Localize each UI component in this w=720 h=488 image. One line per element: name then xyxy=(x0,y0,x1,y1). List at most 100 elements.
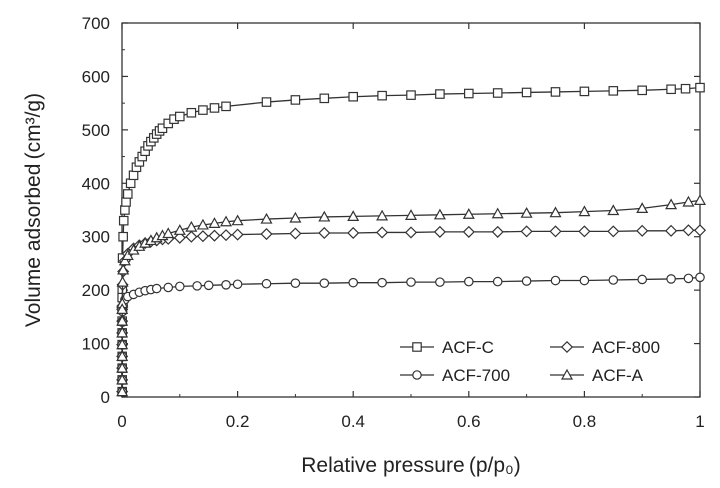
legend-label: ACF-A xyxy=(592,366,644,385)
legend-item-acf-800: ACF-800 xyxy=(550,338,660,357)
data-point-acf-a xyxy=(116,338,129,350)
y-tick-label: 100 xyxy=(82,335,110,354)
data-point-acf-c xyxy=(666,84,676,95)
data-point-acf-700 xyxy=(579,275,590,286)
legend-marker-acf-800 xyxy=(560,340,574,354)
data-point-acf-800 xyxy=(665,224,678,237)
data-point-acf-c xyxy=(128,170,139,181)
data-point-acf-700 xyxy=(637,274,647,285)
data-point-acf-a xyxy=(693,194,707,205)
data-point-acf-800 xyxy=(636,224,649,237)
data-point-acf-700 xyxy=(192,281,202,291)
data-point-acf-800 xyxy=(347,226,360,240)
data-point-acf-c xyxy=(118,231,128,242)
data-point-acf-a xyxy=(289,211,302,223)
data-point-acf-800 xyxy=(520,225,533,238)
data-point-acf-800 xyxy=(219,229,233,242)
data-point-acf-a xyxy=(260,212,273,224)
data-point-acf-a xyxy=(185,220,198,232)
data-point-acf-700 xyxy=(290,278,301,288)
data-point-acf-800 xyxy=(231,228,244,241)
data-point-acf-c xyxy=(121,197,131,207)
y-tick-label: 200 xyxy=(82,281,110,300)
data-point-acf-a xyxy=(607,204,620,216)
data-point-acf-a xyxy=(491,207,504,219)
y-tick-label: 700 xyxy=(82,14,110,33)
legend-label: ACF-800 xyxy=(592,338,660,357)
data-point-acf-a xyxy=(116,350,129,361)
data-point-acf-a xyxy=(462,208,475,219)
data-point-acf-c xyxy=(186,107,197,118)
data-point-acf-800 xyxy=(260,227,273,241)
data-point-acf-a xyxy=(116,385,129,397)
data-point-acf-c xyxy=(521,87,532,98)
legend-item-acf-a: ACF-A xyxy=(550,366,644,385)
data-point-acf-800 xyxy=(318,226,331,240)
data-point-acf-a xyxy=(118,254,131,266)
data-point-acf-a xyxy=(117,263,130,275)
data-point-acf-c xyxy=(348,91,358,102)
data-point-acf-700 xyxy=(221,279,231,290)
data-point-acf-a xyxy=(231,214,244,226)
data-point-acf-700 xyxy=(151,283,162,294)
data-point-acf-800 xyxy=(693,224,707,237)
series-acf-a xyxy=(116,194,707,398)
legend: ACF-C ACF-800 ACF-700 ACF-A xyxy=(400,338,660,385)
data-point-acf-a xyxy=(173,224,186,235)
data-point-acf-700 xyxy=(319,278,330,288)
data-point-acf-a xyxy=(549,206,562,218)
data-point-acf-a xyxy=(520,206,533,218)
y-tick-label: 600 xyxy=(82,67,110,86)
data-point-acf-700 xyxy=(163,282,174,293)
data-point-acf-c xyxy=(377,90,387,101)
data-point-acf-c xyxy=(695,82,705,93)
data-point-acf-a xyxy=(404,209,418,220)
data-point-acf-700 xyxy=(377,277,387,288)
data-point-acf-a xyxy=(318,210,331,222)
data-point-acf-a xyxy=(578,205,591,217)
legend-marker-acf-c xyxy=(412,342,422,352)
data-point-acf-c xyxy=(261,97,272,107)
data-point-acf-c xyxy=(492,88,503,98)
y-tick-label: 500 xyxy=(82,121,110,140)
data-point-acf-700 xyxy=(463,276,474,287)
legend-item-acf-c: ACF-C xyxy=(400,338,494,357)
data-point-acf-c xyxy=(221,101,231,112)
data-point-acf-800 xyxy=(208,229,221,242)
data-point-acf-c xyxy=(579,86,590,97)
data-point-acf-c xyxy=(608,86,619,96)
data-point-acf-a xyxy=(116,361,129,373)
data-point-acf-800 xyxy=(549,225,562,238)
data-point-acf-800 xyxy=(578,225,591,238)
data-point-acf-700 xyxy=(666,274,676,284)
data-point-acf-800 xyxy=(185,230,198,243)
data-point-acf-c xyxy=(125,178,136,189)
data-point-acf-700 xyxy=(683,273,694,284)
legend-marker-acf-700 xyxy=(412,370,422,380)
y-tick-label: 0 xyxy=(101,388,110,407)
data-point-acf-700 xyxy=(175,281,185,292)
data-point-acf-c xyxy=(209,103,220,113)
data-point-acf-c xyxy=(550,87,561,97)
x-tick-label: 0 xyxy=(117,412,126,431)
data-point-acf-700 xyxy=(550,275,561,286)
x-tick-label: 1 xyxy=(695,412,704,431)
data-point-acf-800 xyxy=(404,226,418,239)
data-point-acf-a xyxy=(347,210,360,222)
data-point-acf-700 xyxy=(203,280,214,291)
data-point-acf-a xyxy=(116,303,129,314)
legend-label: ACF-C xyxy=(442,338,494,357)
data-point-acf-700 xyxy=(406,277,416,287)
data-point-acf-c xyxy=(406,90,416,100)
data-point-acf-700 xyxy=(261,278,272,289)
data-point-acf-c xyxy=(680,83,691,94)
data-point-acf-800 xyxy=(289,227,302,240)
data-point-acf-a xyxy=(121,249,134,261)
data-point-acf-700 xyxy=(435,277,445,287)
data-point-acf-a xyxy=(162,227,175,239)
y-axis-title: Volume adsorbed (cm³/g) xyxy=(22,93,45,327)
data-point-acf-a xyxy=(682,195,695,207)
axes: 0 0.2 0.4 0.6 0.8 1 0 100 200 300 400 500 600 700 xyxy=(82,14,705,431)
x-axis-title: Relative pressure (p/p₀) xyxy=(301,454,521,477)
